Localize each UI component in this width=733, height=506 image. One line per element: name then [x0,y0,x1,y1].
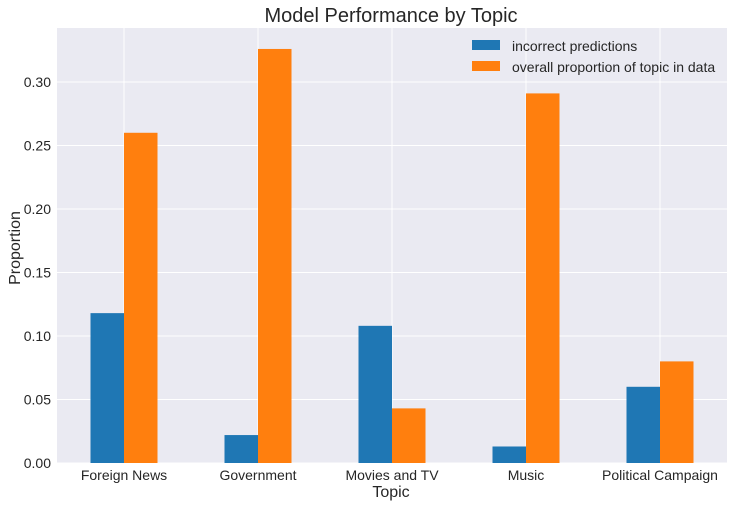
y-tick-label: 0.30 [24,74,51,90]
legend-label: overall proportion of topic in data [512,59,715,75]
y-tick-label: 0.05 [24,391,51,407]
y-tick-label: 0.20 [24,201,51,217]
bar-incorrect-predictions [626,386,660,463]
x-tick-label: Movies and TV [345,467,439,483]
x-axis-ticks: Foreign News Government Movies and TV Music… [81,467,718,483]
y-tick-label: 0.00 [24,455,51,471]
x-axis-label: Topic [372,484,409,501]
bar-overall-proportion [526,93,560,464]
legend-label: incorrect predictions [512,38,637,54]
bar-incorrect-predictions [492,446,526,463]
y-axis-label: Proportion [7,211,24,285]
x-tick-label: Music [508,467,545,483]
legend-swatch [472,40,500,50]
bar-incorrect-predictions [224,435,258,463]
bar-overall-proportion [258,48,292,463]
legend: incorrect predictions overall proportion … [472,38,715,75]
bar-incorrect-predictions [90,313,124,463]
x-tick-label: Political Campaign [602,467,718,483]
bar-incorrect-predictions [358,325,392,463]
chart-title: Model Performance by Topic [264,5,517,27]
y-tick-label: 0.10 [24,328,51,344]
x-tick-label: Foreign News [81,467,167,483]
bar-overall-proportion [660,361,694,463]
y-tick-label: 0.25 [24,137,51,153]
bars [90,48,694,464]
y-axis-ticks: 0.00 0.05 0.10 0.15 0.20 0.25 0.30 [24,74,51,471]
bar-overall-proportion [124,132,158,464]
legend-swatch [472,61,500,71]
y-tick-label: 0.15 [24,264,51,280]
bar-overall-proportion [392,408,426,463]
x-tick-label: Government [219,467,296,483]
